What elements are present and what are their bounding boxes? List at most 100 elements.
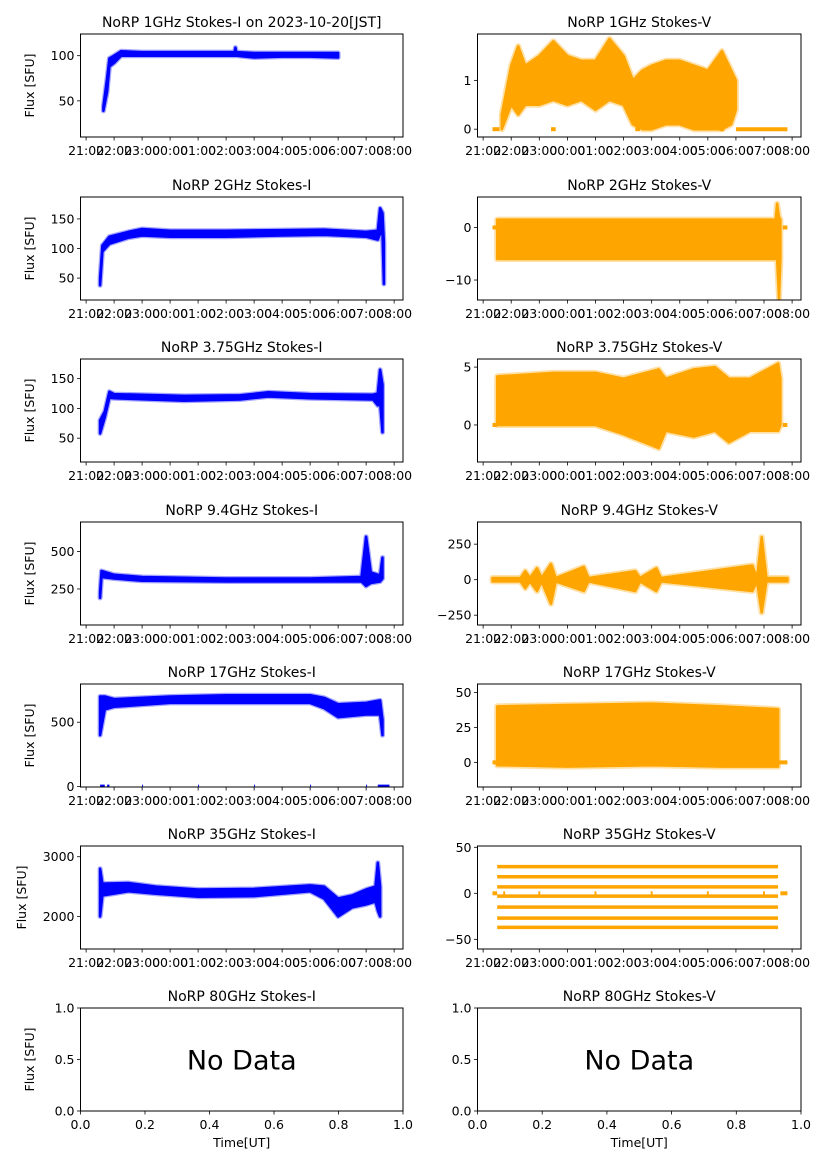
plot-area (97, 860, 383, 919)
x-tick-label: 1.0 (791, 1117, 811, 1132)
x-tick-label: 00:00 (549, 468, 585, 483)
subplot-5: 21:0022:0023:0000:0001:0002:0003:0004:00… (22, 340, 412, 483)
x-tick-label: 07:00 (348, 955, 384, 970)
x-tick-label: 05:00 (292, 468, 328, 483)
plot-area (492, 700, 788, 770)
x-tick-label: 08:00 (774, 955, 810, 970)
x-tick-label: 21:00 (68, 631, 104, 646)
y-axis-label: Flux [SFU] (22, 379, 37, 443)
x-tick-label: 22:00 (493, 793, 529, 808)
y-tick-label: 0.0 (452, 1104, 472, 1119)
subplot-9: 21:0022:0023:0000:0001:0002:0003:0004:00… (22, 665, 412, 808)
x-tick-label: 23:00 (521, 955, 557, 970)
x-tick-label: 05:00 (690, 631, 726, 646)
y-tick-label: 0 (464, 220, 472, 235)
y-tick-label: 2000 (43, 909, 75, 924)
subplot-title: NoRP 1GHz Stokes-I on 2023-10-20[JST] (102, 15, 382, 31)
x-tick-label: 08:00 (774, 468, 810, 483)
x-tick-label: 03:00 (634, 955, 670, 970)
x-tick-label: 06:00 (320, 143, 356, 158)
x-tick-label: 23:00 (124, 306, 160, 321)
x-tick-label: 05:00 (292, 955, 328, 970)
x-tick-label: 06:00 (320, 631, 356, 646)
x-tick-label: 21:00 (465, 143, 501, 158)
x-tick-label: 00:00 (152, 143, 188, 158)
x-tick-label: 05:00 (292, 631, 328, 646)
x-tick-label: 04:00 (662, 306, 698, 321)
axes-frame (80, 33, 404, 138)
subplot-6: 21:0022:0023:0000:0001:0002:0003:0004:00… (464, 340, 811, 483)
x-tick-label: 21:00 (68, 143, 104, 158)
x-tick-label: 05:00 (690, 793, 726, 808)
series-band (102, 46, 340, 113)
x-tick-label: 21:00 (68, 306, 104, 321)
plot-area (97, 534, 385, 601)
x-tick-label: 05:00 (690, 955, 726, 970)
x-tick-label: 08:00 (774, 306, 810, 321)
x-tick-label: 01:00 (180, 468, 216, 483)
x-tick-label: 22:00 (493, 955, 529, 970)
x-tick-label: 21:00 (465, 306, 501, 321)
x-tick-label: 06:00 (320, 955, 356, 970)
x-tick-label: 23:00 (124, 468, 160, 483)
y-tick-label: 500 (51, 715, 75, 730)
axes-frame (477, 33, 802, 138)
x-tick-label: 05:00 (292, 143, 328, 158)
y-tick-label: 0 (464, 122, 472, 137)
y-tick-label: 25 (456, 720, 472, 735)
plot-area (492, 35, 788, 133)
x-tick-label: 22:00 (493, 306, 529, 321)
x-tick-label: 01:00 (180, 793, 216, 808)
x-tick-label: 08:00 (376, 306, 412, 321)
x-tick-label: 22:00 (96, 143, 132, 158)
x-tick-label: 0.2 (135, 1117, 155, 1132)
y-axis-label: Flux [SFU] (14, 866, 29, 930)
subplot-8: 21:0022:0023:0000:0001:0002:0003:0004:00… (437, 503, 810, 646)
x-tick-label: 04:00 (264, 631, 300, 646)
axes-frame (80, 521, 404, 626)
y-tick-label: 50 (456, 840, 472, 855)
x-tick-label: 04:00 (662, 468, 698, 483)
subplot-title: NoRP 17GHz Stokes-I (168, 665, 316, 681)
x-tick-label: 03:00 (236, 143, 272, 158)
series-band (495, 202, 782, 300)
x-tick-label: 22:00 (493, 631, 529, 646)
y-tick-label: 100 (51, 401, 75, 416)
series-band (495, 362, 782, 450)
y-tick-label: 0 (67, 779, 75, 794)
x-tick-label: 02:00 (606, 306, 642, 321)
x-tick-label: 22:00 (96, 468, 132, 483)
x-tick-label: 01:00 (577, 955, 613, 970)
x-tick-label: 08:00 (376, 955, 412, 970)
x-tick-label: 00:00 (152, 631, 188, 646)
subplot-title: NoRP 2GHz Stokes-I (172, 178, 311, 194)
x-tick-label: 01:00 (577, 631, 613, 646)
axes-frame (80, 683, 404, 788)
x-tick-label: 07:00 (746, 468, 782, 483)
x-tick-label: 06:00 (718, 631, 754, 646)
series-band (98, 535, 384, 600)
x-tick-label: 03:00 (236, 955, 272, 970)
y-tick-label: −250 (437, 608, 471, 623)
x-tick-label: 04:00 (264, 793, 300, 808)
subplot-1: 21:0022:0023:0000:0001:0002:0003:0004:00… (22, 15, 412, 158)
subplot-title: NoRP 2GHz Stokes-V (567, 178, 711, 194)
x-tick-label: 04:00 (662, 631, 698, 646)
x-tick-label: 22:00 (96, 631, 132, 646)
x-tick-label: 21:00 (465, 955, 501, 970)
x-tick-label: 00:00 (152, 793, 188, 808)
x-tick-label: 02:00 (208, 306, 244, 321)
x-tick-label: 06:00 (718, 143, 754, 158)
axes-frame (477, 683, 802, 788)
x-tick-label: 04:00 (264, 306, 300, 321)
x-tick-label: 01:00 (180, 631, 216, 646)
x-tick-label: 04:00 (264, 955, 300, 970)
x-tick-label: 01:00 (180, 306, 216, 321)
x-tick-label: 03:00 (236, 468, 272, 483)
x-tick-label: 23:00 (521, 793, 557, 808)
x-tick-label: 0.4 (597, 1117, 617, 1132)
x-tick-label: 23:00 (124, 143, 160, 158)
x-tick-label: 07:00 (746, 143, 782, 158)
y-tick-label: 1 (464, 73, 472, 88)
x-tick-label: 06:00 (718, 793, 754, 808)
